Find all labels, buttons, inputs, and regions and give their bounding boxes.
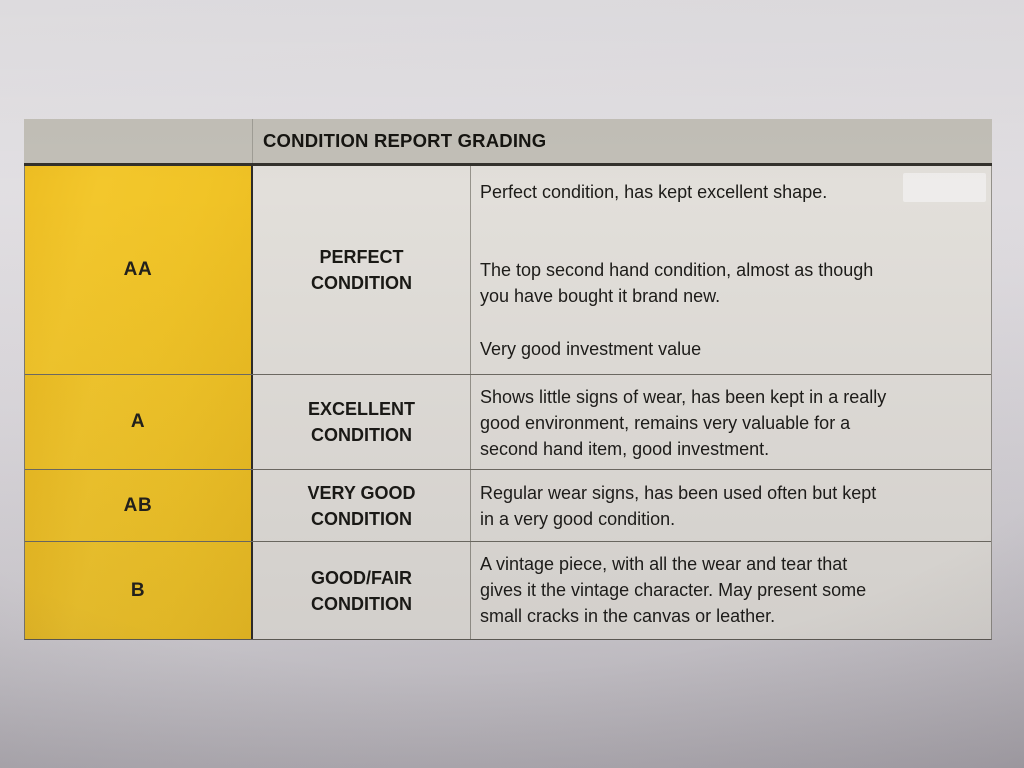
table-row-ab: AB VERY GOOD CONDITION Regular wear sign… <box>25 469 991 541</box>
table-row-a: A EXCELLENT CONDITION Shows little signs… <box>25 374 991 469</box>
table-row-b: B GOOD/FAIR CONDITION A vintage piece, w… <box>25 541 991 639</box>
description-paragraph: A vintage piece, with all the wear and t… <box>480 554 867 626</box>
table-body: AA PERFECT CONDITION Perfect condition, … <box>24 166 992 640</box>
table-row-aa: AA PERFECT CONDITION Perfect condition, … <box>25 166 991 374</box>
table-header-row: CONDITION REPORT GRADING <box>24 119 992 166</box>
grade-code-cell: B <box>25 542 253 639</box>
grade-code-cell: AA <box>25 166 253 374</box>
grade-code-cell: AB <box>25 470 253 541</box>
grade-label-cell: GOOD/FAIR CONDITION <box>310 567 412 614</box>
grade-description-cell: Perfect condition, has kept excellent sh… <box>470 166 991 374</box>
table-title: CONDITION REPORT GRADING <box>263 130 547 151</box>
description-paragraph: Very good investment value <box>480 339 702 359</box>
grade-code-cell: A <box>25 375 253 469</box>
grade-description-cell: Regular wear signs, has been used often … <box>470 470 991 541</box>
condition-grading-table: CONDITION REPORT GRADING AA PERFECT COND… <box>24 119 992 640</box>
grade-label-cell: EXCELLENT CONDITION <box>307 399 415 445</box>
grade-description-cell: A vintage piece, with all the wear and t… <box>470 542 991 639</box>
description-paragraph: Perfect condition, has kept excellent sh… <box>480 182 828 202</box>
grade-label-cell: VERY GOOD CONDITION <box>307 482 416 529</box>
header-spacer-cell <box>24 119 253 163</box>
description-paragraph: Shows little signs of wear, has been kep… <box>480 387 887 459</box>
description-paragraph: Regular wear signs, has been used often … <box>480 483 877 529</box>
grade-description-cell: Shows little signs of wear, has been kep… <box>470 375 991 469</box>
description-paragraph: The top second hand condition, almost as… <box>480 260 874 306</box>
grade-label-cell: PERFECT CONDITION <box>311 247 412 293</box>
